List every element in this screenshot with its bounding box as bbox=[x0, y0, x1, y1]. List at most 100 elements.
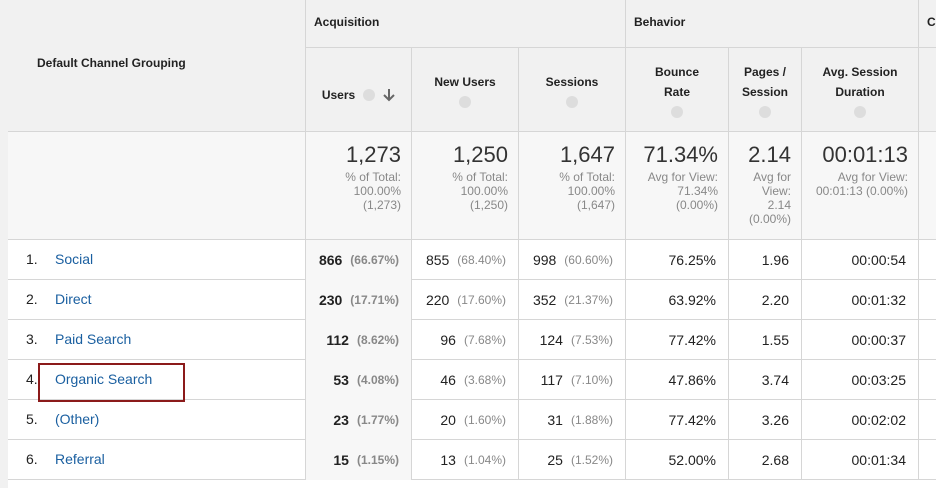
cell-percent: (1.04%) bbox=[463, 453, 506, 467]
column-title[interactable]: Bounce Rate bbox=[654, 64, 699, 99]
totals-first bbox=[8, 132, 305, 240]
help-icon bbox=[459, 95, 471, 108]
co-cell bbox=[918, 240, 936, 280]
cell-percent: (1.77%) bbox=[356, 413, 399, 427]
group-title: Behavior bbox=[634, 15, 686, 29]
data-cell: 52.00% bbox=[625, 440, 728, 480]
cell-value: 2.20 bbox=[761, 292, 789, 308]
channel-link[interactable]: Organic Search bbox=[55, 371, 153, 387]
help-icon bbox=[854, 105, 866, 118]
column-title[interactable]: New Users bbox=[434, 74, 496, 89]
cell-value: 230 bbox=[318, 292, 343, 308]
data-cell: 1.55 bbox=[728, 320, 801, 360]
data-cell: 63.92% bbox=[625, 280, 728, 320]
data-cell: 3.26 bbox=[728, 400, 801, 440]
help-icon bbox=[363, 88, 376, 101]
data-cell: 998 (60.60%) bbox=[518, 240, 625, 280]
cell-percent: (1.88%) bbox=[570, 413, 613, 427]
cell-value: 31 bbox=[547, 412, 563, 428]
cell-percent: (17.60%) bbox=[457, 293, 506, 307]
sort-arrow[interactable] bbox=[383, 88, 395, 102]
channel-link[interactable]: Direct bbox=[55, 291, 92, 307]
table-row: 2. Direct 230 (17.71%) 220 (17.60%) 352 (21.37%… bbox=[8, 280, 936, 320]
cell-value: 96 bbox=[440, 332, 456, 348]
cell-value: 00:02:02 bbox=[851, 412, 907, 428]
channel-link[interactable]: Paid Search bbox=[55, 331, 132, 347]
data-cell: 13 (1.04%) bbox=[411, 440, 518, 480]
data-cell: 47.86% bbox=[625, 360, 728, 400]
row-index: 3. bbox=[26, 331, 38, 347]
column-header: New Users bbox=[411, 48, 518, 132]
data-cell: 3.74 bbox=[728, 360, 801, 400]
help-icon bbox=[566, 95, 578, 108]
row-index: 2. bbox=[26, 291, 38, 307]
cell-percent: (7.53%) bbox=[570, 333, 613, 347]
table-row: 6. Referral 15 (1.15%) 13 (1.04%) 25 (1.52%) 52.… bbox=[8, 440, 936, 480]
first-col-header bbox=[8, 0, 305, 132]
data-cell: 53 (4.08%) bbox=[305, 360, 411, 400]
column-title[interactable]: Pages / Session bbox=[741, 64, 789, 99]
data-cell: 46 (3.68%) bbox=[411, 360, 518, 400]
data-cell: 117 (7.10%) bbox=[518, 360, 625, 400]
channel-link[interactable]: Referral bbox=[55, 451, 105, 467]
cell-value: 00:00:37 bbox=[851, 332, 907, 348]
cell-value: 1.55 bbox=[761, 332, 789, 348]
total-value: 1,647 bbox=[559, 142, 615, 167]
cell-value: 77.42% bbox=[668, 412, 716, 428]
table-row: 3. Paid Search 112 (8.62%) 96 (7.68%) 124 (7.53… bbox=[8, 320, 936, 360]
cell-value: 46 bbox=[440, 372, 456, 388]
cell-value: 220 bbox=[425, 292, 450, 308]
cell-value: 15 bbox=[333, 452, 349, 468]
data-cell: 352 (21.37%) bbox=[518, 280, 625, 320]
cell-percent: (17.71%) bbox=[350, 293, 399, 307]
column-header: Bounce Rate bbox=[625, 48, 728, 132]
cell-value: 76.25% bbox=[668, 252, 716, 268]
cell-value: 112 bbox=[326, 332, 349, 348]
cell-value: 25 bbox=[547, 452, 563, 468]
total-value: 71.34% bbox=[643, 142, 718, 167]
first-col-title: Default Channel Grouping bbox=[37, 56, 186, 70]
cell-percent: (60.60%) bbox=[564, 253, 613, 267]
co-cell bbox=[918, 400, 936, 440]
table-row: 5. (Other) 23 (1.77%) 20 (1.60%) 31 (1.88%) 77.4… bbox=[8, 400, 936, 440]
cell-value: 13 bbox=[440, 452, 456, 468]
row-index: 1. bbox=[26, 251, 38, 267]
total-value: 00:01:13 bbox=[822, 142, 908, 167]
help-icon bbox=[671, 105, 683, 118]
column-title[interactable]: Users bbox=[321, 87, 356, 102]
row-index: 5. bbox=[26, 411, 38, 427]
cell-value: 47.86% bbox=[668, 372, 716, 388]
data-cell: 31 (1.88%) bbox=[518, 400, 625, 440]
cell-value: 2.68 bbox=[761, 452, 789, 468]
cell-value: 855 bbox=[425, 252, 450, 268]
group-title: Co bbox=[927, 15, 936, 29]
data-cell: 112 (8.62%) bbox=[305, 320, 411, 360]
data-cell: 00:02:02 bbox=[801, 400, 918, 440]
cell-percent: (68.40%) bbox=[457, 253, 506, 267]
data-cell: 96 (7.68%) bbox=[411, 320, 518, 360]
data-cell: 124 (7.53%) bbox=[518, 320, 625, 360]
data-cell: 15 (1.15%) bbox=[305, 440, 411, 480]
cell-value: 63.92% bbox=[668, 292, 716, 308]
cell-value: 3.26 bbox=[761, 412, 789, 428]
channel-link[interactable]: (Other) bbox=[55, 411, 100, 427]
total-value: 1,273 bbox=[345, 142, 401, 167]
channel-link[interactable]: Social bbox=[55, 251, 94, 267]
co-cell bbox=[918, 280, 936, 320]
total-cell: 71.34% Avg for View: 71.34% (0.00%) bbox=[625, 132, 728, 240]
total-cell: 1,273 % of Total: 100.00% (1,273) bbox=[305, 132, 411, 240]
total-detail: Avg for View: 71.34% (0.00%) bbox=[647, 170, 718, 212]
co-cell bbox=[918, 360, 936, 400]
data-cell: 20 (1.60%) bbox=[411, 400, 518, 440]
co-cell bbox=[918, 320, 936, 360]
data-cell: 855 (68.40%) bbox=[411, 240, 518, 280]
column-header: Users bbox=[305, 48, 411, 132]
total-value: 1,250 bbox=[452, 142, 508, 167]
data-cell: 25 (1.52%) bbox=[518, 440, 625, 480]
cell-value: 52.00% bbox=[668, 452, 716, 468]
cell-percent: (21.37%) bbox=[564, 293, 613, 307]
data-cell: 23 (1.77%) bbox=[305, 400, 411, 440]
total-detail: Avg for View: 00:01:13 (0.00%) bbox=[815, 170, 908, 198]
column-title[interactable]: Sessions bbox=[545, 74, 599, 89]
column-title[interactable]: Avg. Session Duration bbox=[822, 64, 898, 99]
